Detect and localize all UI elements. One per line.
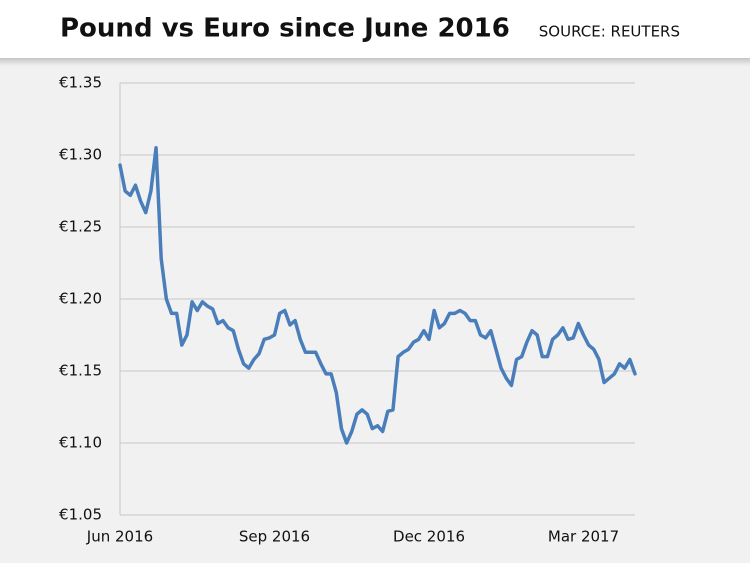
- y-tick-label: €1.35: [59, 74, 102, 92]
- y-tick-label: €1.10: [59, 434, 102, 452]
- x-tick-label: Jun 2016: [86, 528, 153, 546]
- y-tick-label: €1.20: [59, 290, 102, 308]
- y-tick-label: €1.30: [59, 146, 102, 164]
- y-tick-label: €1.25: [59, 218, 102, 236]
- header: [0, 0, 750, 58]
- source: SOURCE: REUTERS: [539, 23, 680, 41]
- y-tick-label: €1.05: [59, 506, 102, 524]
- x-tick-label: Dec 2016: [393, 528, 465, 546]
- y-tick-label: €1.15: [59, 362, 102, 380]
- chart-title: Pound vs Euro since June 2016: [60, 14, 510, 44]
- header-shadow: [0, 58, 750, 66]
- x-tick-label: Mar 2017: [548, 528, 619, 546]
- data-line: [118, 146, 637, 445]
- x-tick-label: Sep 2016: [239, 528, 310, 546]
- plot-area: €1.05 €1.10 €1.15 €1.20 €1.25 €1.30 €1.35 Jun 2…: [59, 74, 637, 546]
